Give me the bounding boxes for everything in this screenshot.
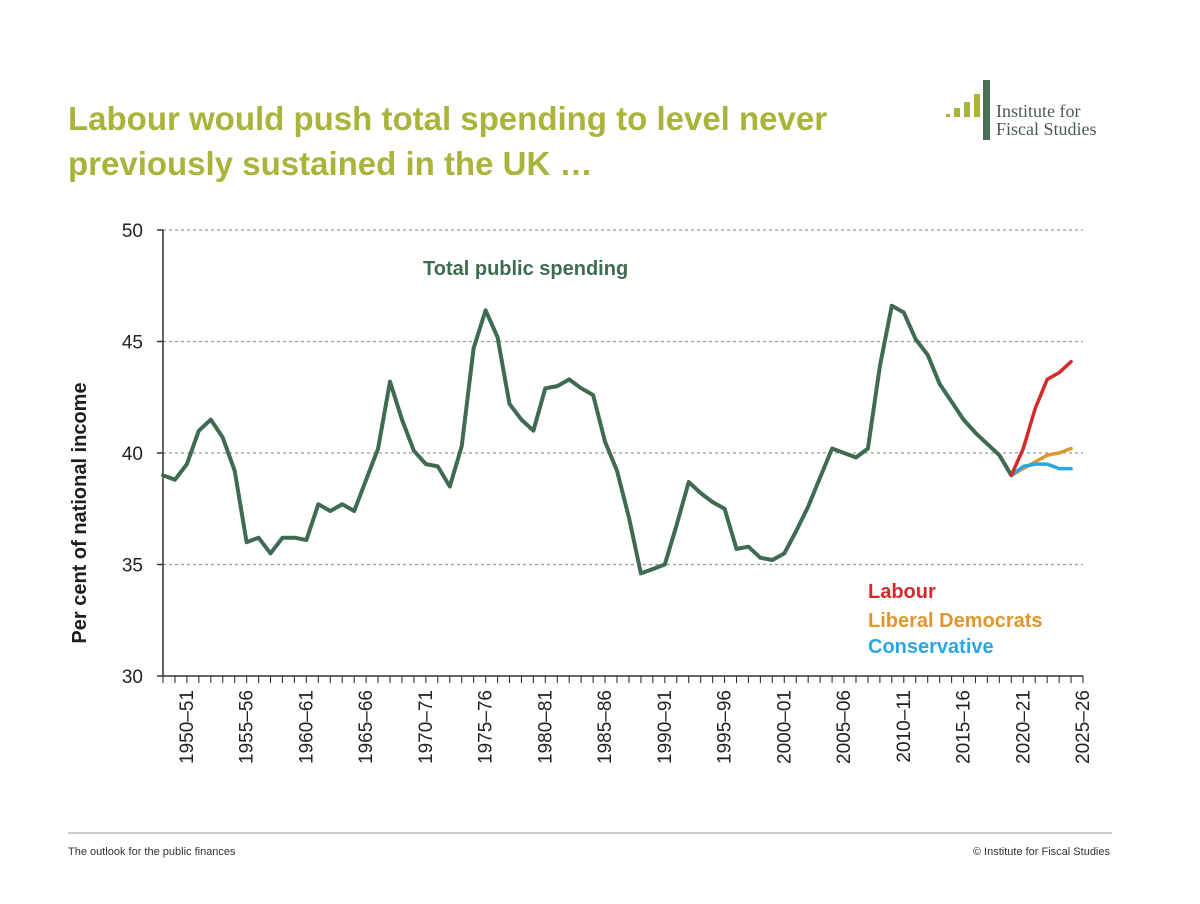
footer-right-text: © Institute for Fiscal Studies — [972, 846, 1110, 858]
x-tick-label-2020: 2020–21 — [1013, 690, 1034, 764]
series-label-libdem: Liberal Democrats — [868, 610, 1043, 632]
logo-bar-4 — [974, 94, 980, 117]
logo-text: Institute for Fiscal Studies — [996, 102, 1097, 138]
x-tick-label-1975: 1975–76 — [476, 690, 497, 764]
series-label-conservative: Conservative — [868, 636, 994, 658]
footer-divider — [68, 832, 1112, 834]
x-tick-label-2000: 2000–01 — [774, 690, 795, 764]
x-tick-label-2025: 2025–26 — [1073, 690, 1094, 764]
series-label-total: Total public spending — [423, 258, 628, 280]
y-tick-label-40: 40 — [122, 444, 143, 465]
series-line-labour — [1009, 359, 1073, 478]
logo-line-2: Fiscal Studies — [996, 119, 1097, 139]
x-tick-label-1980: 1980–81 — [535, 690, 556, 764]
y-tick-label-50: 50 — [122, 221, 143, 242]
logo-line-1: Institute for — [996, 101, 1081, 121]
x-tick-label-2010: 2010–11 — [894, 690, 915, 763]
x-tick-label-2015: 2015–16 — [954, 690, 975, 764]
x-tick-label-1995: 1995–96 — [715, 690, 736, 764]
x-tick-label-2005: 2005–06 — [834, 690, 855, 764]
logo-bar-5 — [983, 80, 990, 140]
logo-bar-3 — [964, 102, 970, 117]
x-tick-label-1985: 1985–86 — [595, 690, 616, 764]
x-tick-label-1950: 1950–51 — [177, 690, 198, 764]
x-tick-label-1960: 1960–61 — [296, 690, 317, 764]
x-tick-label-1965: 1965–66 — [356, 690, 377, 764]
x-tick-label-1970: 1970–71 — [416, 690, 437, 764]
slide-title: Labour would push total spending to leve… — [68, 100, 828, 182]
y-tick-label-35: 35 — [122, 556, 143, 577]
y-axis-title: Per cent of national income — [69, 382, 91, 643]
x-tick-label-1955: 1955–56 — [237, 690, 258, 764]
logo-bar-1 — [946, 114, 950, 117]
logo-bar-2 — [954, 108, 960, 117]
y-tick-label-45: 45 — [122, 333, 143, 354]
series-line-conservative — [1009, 462, 1073, 478]
footer-left-text: The outlook for the public finances — [68, 846, 236, 858]
series-line-total — [161, 303, 1014, 576]
x-tick-label-1990: 1990–91 — [655, 690, 676, 764]
y-tick-label-30: 30 — [122, 667, 143, 688]
series-label-labour: Labour — [868, 581, 936, 603]
ifs-logo-icon — [946, 80, 990, 140]
